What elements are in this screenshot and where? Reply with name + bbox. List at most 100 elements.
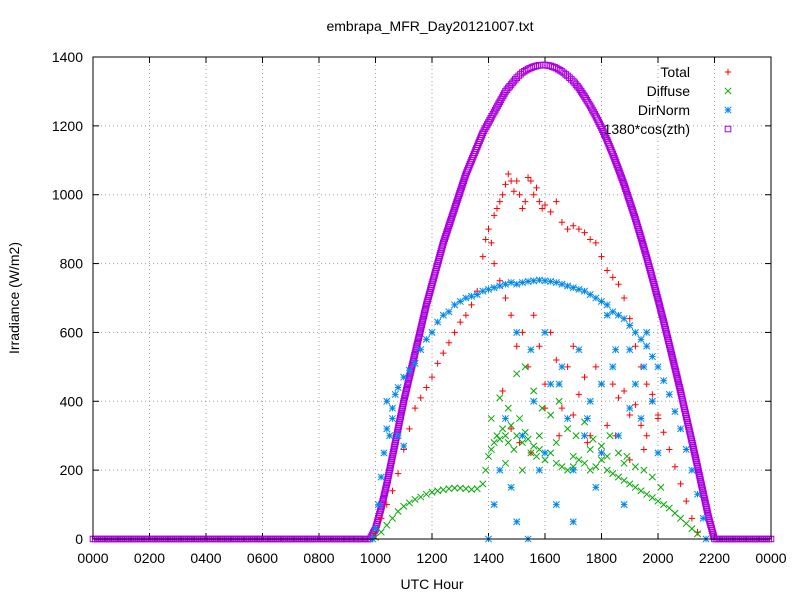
x-tick-label: 0600: [247, 550, 278, 566]
point-square: [668, 349, 675, 357]
point-cross: [490, 439, 498, 447]
point-star: [445, 308, 453, 316]
point-square: [669, 356, 677, 363]
point-square: [647, 268, 654, 276]
point-star: [496, 466, 504, 474]
point-star: [479, 287, 487, 295]
point-square: [675, 379, 682, 387]
legend-label: 1380*cos(zth): [604, 121, 690, 137]
point-star: [552, 278, 560, 287]
point-square: [644, 258, 652, 265]
point-cross: [688, 525, 696, 533]
point-square: [625, 196, 633, 203]
point-star: [603, 301, 611, 309]
point-cross: [677, 514, 685, 522]
point-square: [484, 121, 491, 128]
point-square: [660, 318, 667, 325]
point-square: [660, 320, 668, 327]
point-star: [597, 449, 606, 457]
point-star: [451, 301, 459, 309]
point-star: [597, 297, 606, 305]
point-square: [427, 285, 435, 292]
point-square: [663, 330, 671, 338]
point-square: [415, 332, 423, 339]
point-cross: [603, 452, 611, 460]
point-square: [440, 237, 448, 245]
point-square: [635, 228, 643, 235]
point-cross: [532, 452, 541, 460]
point-square: [376, 508, 384, 516]
point-star: [374, 501, 382, 509]
point-square: [450, 207, 458, 214]
y-tick-label: 1200: [52, 118, 83, 134]
point-star: [501, 280, 510, 288]
point-square: [421, 308, 429, 315]
point-star: [592, 483, 600, 491]
point-cross: [473, 485, 481, 493]
point-plus: [626, 315, 633, 322]
point-cross: [383, 521, 391, 529]
point-square: [439, 241, 447, 249]
point-square: [479, 129, 487, 137]
point-cross: [564, 466, 572, 474]
point-plus: [513, 177, 520, 185]
point-square: [640, 245, 648, 252]
point-cross: [660, 501, 668, 509]
point-star: [417, 346, 425, 354]
point-square: [654, 296, 662, 303]
point-cross: [665, 504, 673, 512]
point-square: [447, 218, 454, 225]
point-square: [456, 190, 463, 197]
point-square: [414, 338, 421, 346]
point-square: [676, 386, 684, 393]
point-cross: [631, 463, 639, 471]
point-star: [518, 278, 526, 287]
point-square: [625, 193, 632, 201]
point-cross: [552, 459, 560, 467]
point-cross: [527, 449, 535, 457]
point-square: [609, 150, 617, 158]
point-square: [423, 301, 430, 309]
point-square: [674, 377, 682, 385]
point-plus: [564, 363, 571, 371]
point-square: [622, 187, 630, 195]
legend-marker: [724, 106, 732, 114]
point-square: [381, 487, 389, 494]
point-star: [513, 328, 521, 336]
x-axis-label: UTC Hour: [400, 576, 463, 592]
point-square: [434, 258, 442, 265]
point-cross: [530, 442, 538, 450]
point-cross: [586, 445, 594, 454]
point-plus: [530, 312, 537, 319]
point-plus: [564, 225, 571, 233]
x-tick-label: 1000: [360, 550, 391, 566]
point-square: [416, 330, 423, 337]
point-star: [643, 342, 651, 350]
point-square: [502, 88, 509, 95]
point-star: [569, 284, 577, 292]
point-square: [449, 211, 456, 219]
legend-marker: [724, 68, 732, 76]
point-star: [648, 352, 656, 361]
point-square: [418, 319, 426, 326]
point-square: [673, 373, 681, 380]
point-square: [373, 519, 381, 526]
point-square: [382, 484, 390, 492]
point-star: [620, 315, 628, 323]
point-plus: [558, 219, 566, 226]
point-square: [626, 198, 634, 205]
point-star: [558, 363, 566, 371]
point-plus: [598, 253, 605, 260]
point-square: [586, 102, 594, 110]
point-cross: [504, 439, 512, 447]
point-cross: [552, 439, 560, 447]
y-tick-label: 0: [75, 531, 83, 547]
point-square: [708, 527, 716, 535]
point-star: [535, 466, 543, 474]
point-plus: [411, 404, 419, 412]
point-cross: [530, 387, 538, 395]
point-square: [671, 362, 678, 370]
x-tick-label: 1600: [529, 550, 560, 566]
point-square: [426, 289, 434, 296]
point-star: [383, 397, 391, 405]
